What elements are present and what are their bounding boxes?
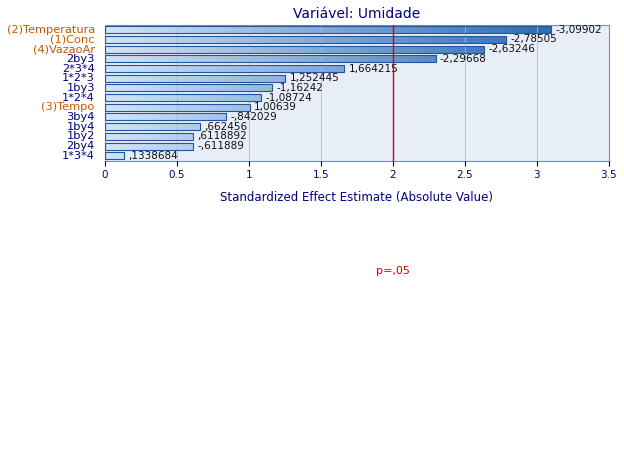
Text: -1,08724: -1,08724 <box>266 93 313 102</box>
Text: 1by2: 1by2 <box>66 132 95 141</box>
Text: (4)VazaoAr: (4)VazaoAr <box>32 44 95 54</box>
Text: ,662456: ,662456 <box>205 122 248 132</box>
Text: -2,29668: -2,29668 <box>440 54 487 64</box>
Text: (1)Conc: (1)Conc <box>51 35 95 44</box>
Text: 1*3*4: 1*3*4 <box>62 151 95 161</box>
Text: -2,63246: -2,63246 <box>488 44 535 54</box>
Text: p=,05: p=,05 <box>376 266 410 277</box>
Text: -,611889: -,611889 <box>197 141 244 151</box>
Text: -1,16242: -1,16242 <box>276 83 323 93</box>
Title: Variável: Umidade: Variável: Umidade <box>293 7 421 21</box>
X-axis label: Standardized Effect Estimate (Absolute Value): Standardized Effect Estimate (Absolute V… <box>220 191 494 205</box>
Text: ,1338684: ,1338684 <box>129 151 178 161</box>
Text: 2by3: 2by3 <box>66 54 95 64</box>
Text: 1,00639: 1,00639 <box>254 102 297 112</box>
Text: 1by3: 1by3 <box>66 83 95 93</box>
Text: 1,252445: 1,252445 <box>290 73 339 83</box>
Text: 2by4: 2by4 <box>67 141 95 151</box>
Text: 1*2*3: 1*2*3 <box>62 73 95 83</box>
Text: (2)Temperatura: (2)Temperatura <box>6 25 95 35</box>
Text: -3,09902: -3,09902 <box>555 25 602 35</box>
Text: 1*2*4: 1*2*4 <box>62 93 95 102</box>
Text: 1,664215: 1,664215 <box>349 64 399 73</box>
Text: 3by4: 3by4 <box>66 112 95 122</box>
Text: ,6118892: ,6118892 <box>197 132 247 141</box>
Text: 1by4: 1by4 <box>66 122 95 132</box>
Text: -,842029: -,842029 <box>230 112 277 122</box>
Text: -2,78505: -2,78505 <box>510 35 557 44</box>
Text: 2*3*4: 2*3*4 <box>62 64 95 73</box>
Text: (3)Tempo: (3)Tempo <box>41 102 95 112</box>
